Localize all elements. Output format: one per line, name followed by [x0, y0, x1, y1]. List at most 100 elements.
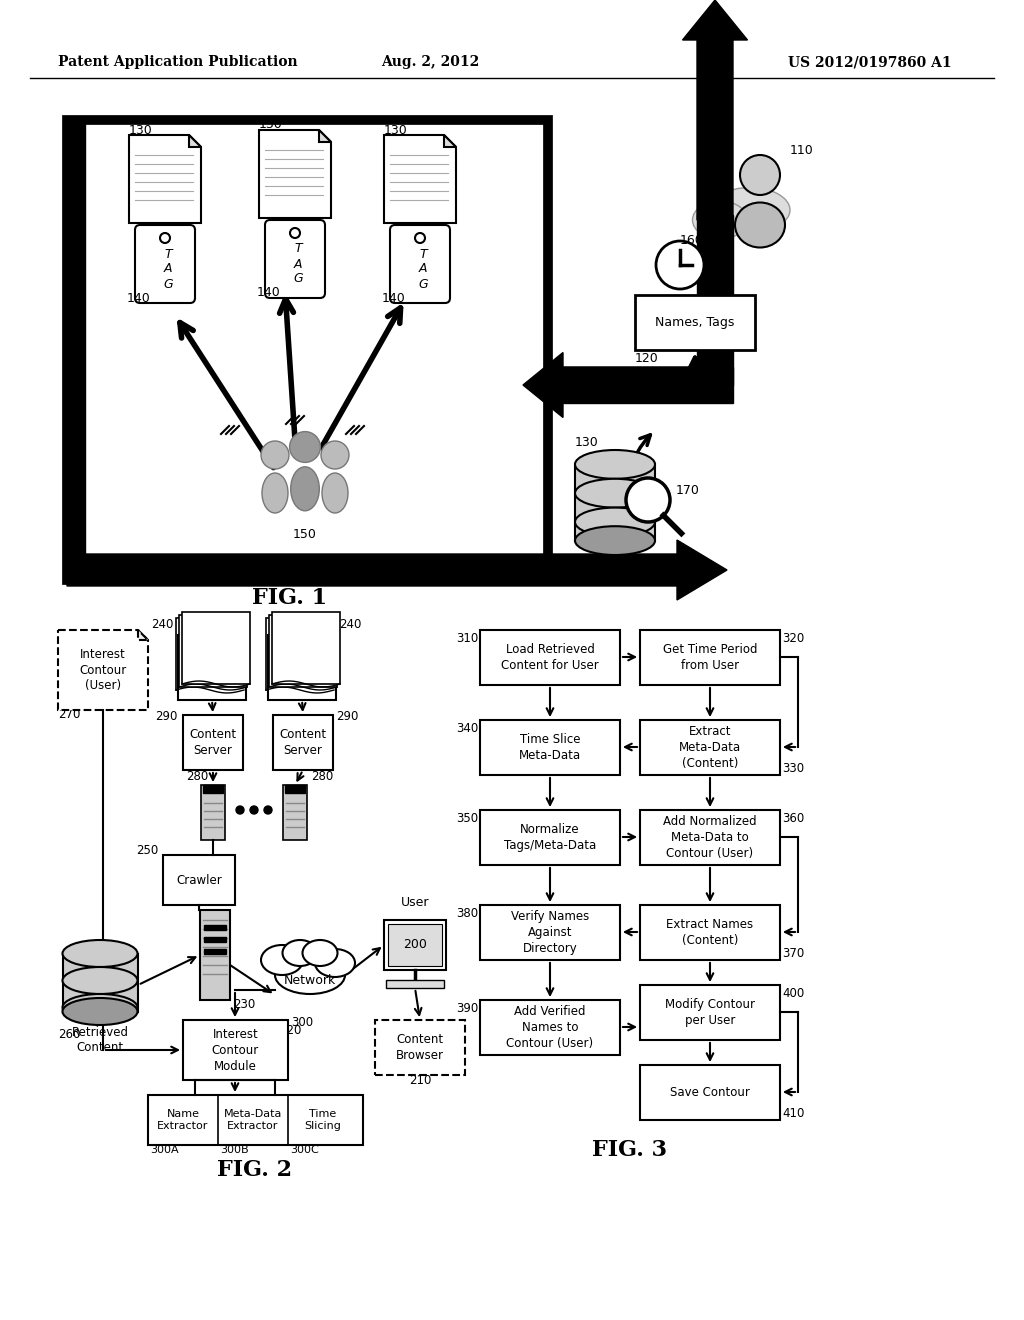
- Text: 140: 140: [127, 292, 151, 305]
- Bar: [148, 1096, 362, 1144]
- Ellipse shape: [315, 949, 355, 977]
- Text: 300: 300: [291, 1016, 313, 1030]
- Text: 110: 110: [790, 144, 814, 157]
- Ellipse shape: [275, 956, 345, 994]
- Bar: [204, 925, 226, 931]
- Text: Time
Slicing: Time Slicing: [304, 1109, 341, 1131]
- Bar: [575, 465, 655, 541]
- FancyBboxPatch shape: [265, 220, 325, 298]
- Polygon shape: [189, 135, 201, 147]
- Ellipse shape: [575, 479, 655, 508]
- Ellipse shape: [62, 940, 137, 968]
- Bar: [272, 612, 340, 684]
- Text: 290: 290: [336, 710, 358, 723]
- Bar: [269, 615, 337, 686]
- Bar: [384, 920, 446, 970]
- Text: Extract
Meta-Data
(Content): Extract Meta-Data (Content): [679, 725, 741, 770]
- Text: 270: 270: [58, 709, 80, 722]
- Bar: [285, 785, 305, 793]
- Bar: [640, 630, 780, 685]
- Text: 210: 210: [409, 1073, 431, 1086]
- Bar: [640, 1065, 780, 1119]
- Text: 130: 130: [384, 124, 408, 136]
- Text: Content
Server: Content Server: [189, 729, 237, 756]
- Text: 240: 240: [151, 619, 173, 631]
- Polygon shape: [319, 129, 331, 143]
- Bar: [204, 937, 226, 942]
- Ellipse shape: [62, 994, 137, 1020]
- Circle shape: [415, 234, 425, 243]
- Text: 280: 280: [311, 771, 333, 784]
- Polygon shape: [444, 135, 456, 147]
- Text: 260: 260: [58, 1028, 80, 1041]
- Bar: [182, 612, 250, 684]
- Circle shape: [160, 234, 170, 243]
- Bar: [640, 906, 780, 960]
- Text: 320: 320: [782, 632, 804, 645]
- FancyBboxPatch shape: [390, 224, 450, 304]
- Text: 330: 330: [782, 762, 804, 775]
- Text: 360: 360: [782, 812, 804, 825]
- FancyArrow shape: [67, 540, 727, 601]
- Bar: [563, 367, 733, 403]
- Text: 380: 380: [456, 907, 478, 920]
- Text: 230: 230: [233, 998, 255, 1011]
- Ellipse shape: [262, 473, 288, 513]
- Circle shape: [261, 441, 289, 469]
- Circle shape: [290, 228, 300, 238]
- Bar: [388, 924, 442, 966]
- Bar: [386, 979, 444, 987]
- Bar: [697, 215, 733, 385]
- Ellipse shape: [575, 527, 655, 554]
- Text: Load Retrieved
Content for User: Load Retrieved Content for User: [501, 643, 599, 672]
- Text: Content
Server: Content Server: [280, 729, 327, 756]
- Bar: [201, 785, 225, 840]
- Circle shape: [626, 478, 670, 521]
- Bar: [375, 1020, 465, 1074]
- Text: 120: 120: [635, 351, 658, 364]
- Text: 170: 170: [676, 483, 699, 496]
- Text: Extract Names
(Content): Extract Names (Content): [667, 917, 754, 946]
- Text: 200: 200: [403, 939, 427, 952]
- Text: Name
Extractor: Name Extractor: [158, 1109, 209, 1131]
- Ellipse shape: [283, 940, 317, 966]
- Text: Normalize
Tags/Meta-Data: Normalize Tags/Meta-Data: [504, 822, 596, 851]
- Bar: [640, 719, 780, 775]
- Text: 300A: 300A: [150, 1144, 178, 1155]
- Text: 140: 140: [257, 286, 281, 300]
- Polygon shape: [58, 630, 148, 710]
- Text: 300C: 300C: [290, 1144, 318, 1155]
- Text: 150: 150: [293, 528, 317, 541]
- Circle shape: [250, 807, 258, 814]
- Polygon shape: [129, 135, 201, 223]
- Text: Network: Network: [284, 974, 336, 986]
- Text: User: User: [400, 895, 429, 908]
- Text: 390: 390: [456, 1002, 478, 1015]
- Text: US 2012/0197860 A1: US 2012/0197860 A1: [788, 55, 952, 69]
- Ellipse shape: [575, 450, 655, 479]
- Bar: [635, 294, 755, 350]
- Bar: [200, 909, 230, 1001]
- Text: 240: 240: [339, 619, 361, 631]
- Ellipse shape: [62, 998, 137, 1026]
- Bar: [176, 618, 244, 690]
- Circle shape: [264, 807, 272, 814]
- Text: Time Slice
Meta-Data: Time Slice Meta-Data: [519, 733, 581, 762]
- Ellipse shape: [575, 508, 655, 536]
- Ellipse shape: [322, 473, 348, 513]
- Text: 340: 340: [456, 722, 478, 735]
- Circle shape: [656, 242, 705, 289]
- Polygon shape: [138, 630, 148, 640]
- Bar: [178, 635, 246, 700]
- Ellipse shape: [291, 467, 319, 511]
- Bar: [67, 120, 548, 579]
- Bar: [163, 855, 234, 906]
- Text: FIG. 2: FIG. 2: [217, 1159, 293, 1181]
- Text: Names, Tags: Names, Tags: [655, 315, 734, 329]
- Text: Verify Names
Against
Directory: Verify Names Against Directory: [511, 909, 589, 954]
- Text: 290: 290: [156, 710, 178, 723]
- Circle shape: [290, 432, 321, 462]
- Bar: [266, 618, 334, 690]
- Text: Authored
Content: Authored Content: [274, 653, 329, 682]
- Circle shape: [740, 154, 780, 195]
